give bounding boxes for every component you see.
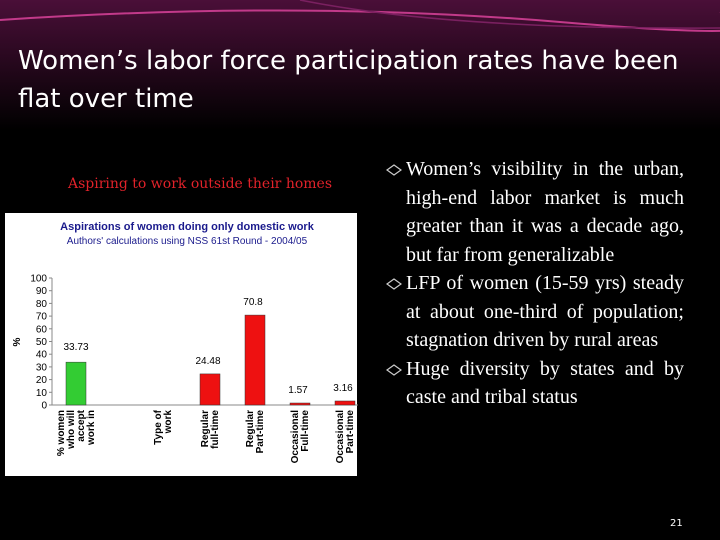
y-tick-label: 60 [36, 324, 48, 335]
y-tick-label: 70 [36, 312, 48, 323]
y-tick-label: 10 [36, 388, 48, 399]
y-axis-label: % [12, 337, 23, 346]
bullet: Women’s visibility in the urban, high-en… [384, 155, 684, 269]
y-tick-label: 20 [36, 375, 48, 386]
x-tick-label: OccasionalFull-time [290, 410, 311, 464]
bar [289, 402, 311, 406]
bullet-text: LFP of women (15-59 yrs) steady at about… [406, 272, 684, 351]
y-tick-label: 0 [41, 401, 47, 412]
data-label: 33.73 [63, 342, 88, 353]
bullet-icon [386, 278, 402, 290]
bar [334, 400, 356, 406]
banner [0, 0, 720, 130]
bullet-text: Huge diversity by states and by caste an… [406, 357, 684, 409]
y-tick-label: 80 [36, 299, 48, 310]
data-label: 3.16 [333, 383, 353, 394]
chart-title: Aspirations of women doing only domestic… [60, 221, 315, 233]
page-number: 21 [670, 518, 683, 529]
bullet-icon [386, 164, 402, 176]
bar [244, 314, 266, 406]
bullet: LFP of women (15-59 yrs) steady at about… [384, 269, 684, 355]
bar [65, 361, 87, 406]
bullet-list: Women’s visibility in the urban, high-en… [384, 155, 684, 412]
bullet-icon [386, 363, 402, 376]
y-tick-label: 50 [36, 337, 48, 348]
x-tick-label: OccasionalPart-time [335, 410, 356, 464]
x-tick-label: RegularPart-time [245, 410, 266, 454]
bullet-text: Women’s visibility in the urban, high-en… [406, 158, 684, 266]
chart-caption: Aspiring to work outside their homes [67, 176, 333, 192]
x-tick-label: % womenwho willacceptwork in [56, 409, 97, 456]
chart-subtitle: Authors' calculations using NSS 61st Rou… [67, 236, 308, 247]
slide-title: Women’s labor force participation rates … [18, 46, 679, 114]
data-label: 70.8 [243, 297, 263, 308]
y-tick-label: 100 [30, 274, 47, 285]
bar [199, 373, 221, 406]
y-tick-label: 30 [36, 362, 48, 373]
data-label: 24.48 [195, 356, 220, 367]
x-tick-label: Type ofwork [153, 409, 174, 444]
data-label: 1.57 [288, 385, 308, 396]
y-tick-label: 90 [36, 286, 48, 297]
x-tick-label: Regularfull-time [200, 410, 221, 449]
bullet: Huge diversity by states and by caste an… [384, 355, 684, 412]
y-tick-label: 40 [36, 350, 48, 361]
